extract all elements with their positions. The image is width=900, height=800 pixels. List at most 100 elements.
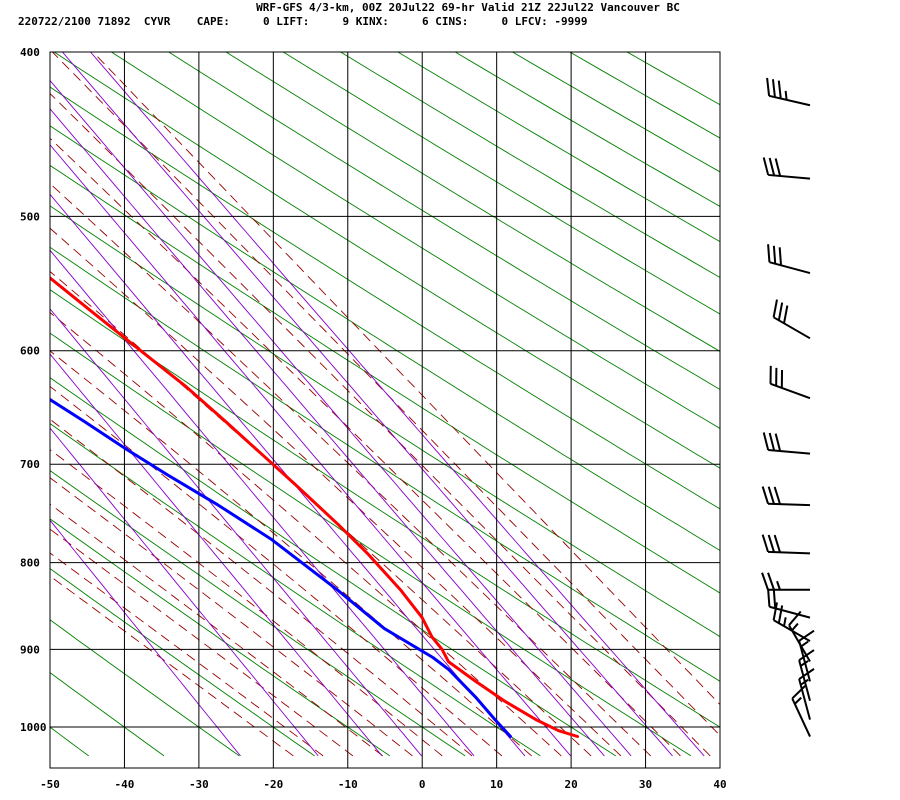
mixing-ratio-line (50, 308, 423, 757)
chart-title: WRF-GFS 4/3-km, 00Z 20Jul22 69-hr Valid … (256, 1, 680, 14)
dry-adiabat (50, 289, 720, 728)
x-tick-label: 10 (490, 778, 503, 791)
moist-adiabat (50, 227, 622, 757)
wind-barb-feather (771, 79, 776, 98)
wind-barb-feather (767, 534, 775, 553)
dry-adiabat (50, 469, 466, 757)
dry-adiabat (0, 52, 14, 756)
wind-barb-feather (761, 572, 769, 591)
wind-barb-half-feather (784, 90, 788, 100)
wind-barb-shaft (773, 316, 811, 340)
wind-barb-half-feather (800, 640, 809, 648)
dry-adiabat (50, 125, 720, 552)
wind-barb (762, 157, 811, 180)
wind-barb (761, 486, 811, 507)
dry-adiabat (50, 423, 541, 757)
mixing-ratio-line (62, 52, 673, 757)
dry-adiabat (168, 52, 720, 391)
grid-lines (50, 52, 720, 768)
moist-adiabat (50, 92, 711, 757)
y-tick-label: 400 (20, 46, 40, 59)
x-tick-label: 0 (419, 778, 426, 791)
wind-barb-feather (773, 534, 781, 553)
mixing-ratio-line (50, 79, 632, 757)
wind-barb-shaft (767, 502, 811, 507)
wind-barb (798, 668, 815, 720)
moist-adiabat (50, 270, 592, 757)
x-tick-label: -40 (115, 778, 135, 791)
wind-barb-feather (788, 610, 802, 626)
mixing-ratio-line (50, 353, 383, 757)
wind-barb-shaft (770, 382, 811, 400)
dry-adiabat (340, 52, 720, 279)
wind-barb (769, 365, 811, 400)
dry-adiabat (50, 205, 720, 638)
wind-barb (798, 629, 815, 682)
x-tick-label: 40 (713, 778, 726, 791)
moist-adiabat (50, 418, 473, 757)
wind-barb-shaft (768, 448, 811, 455)
dry-adiabat (454, 52, 720, 207)
wind-barb-feather (762, 157, 770, 176)
mixing-ratio-line (50, 427, 319, 757)
dry-adiabat (50, 164, 720, 594)
x-tick-label: 30 (639, 778, 652, 791)
x-tick-label: -50 (40, 778, 60, 791)
wind-barb-feather (768, 157, 776, 176)
wind-barb (772, 299, 811, 340)
wind-barb-shaft (791, 698, 811, 737)
wind-barb-feather (772, 245, 777, 264)
moist-adiabat (50, 528, 354, 757)
wind-barb-feather (777, 302, 784, 321)
dry-adiabat (50, 332, 692, 757)
mixing-ratio-line (50, 144, 572, 757)
x-tick-label: -10 (338, 778, 358, 791)
wind-barb (761, 534, 811, 555)
mixing-ratio-line (50, 519, 241, 757)
wind-barb-shaft (769, 261, 811, 275)
wind-barb-feather (767, 244, 771, 263)
y-tick-label: 1000 (20, 721, 47, 734)
mixing-ratio-line (50, 108, 605, 757)
wind-barb-feather (762, 432, 770, 451)
dry-adiabat (50, 246, 720, 682)
wind-barb-feather (777, 80, 782, 99)
moist-adiabat (50, 449, 443, 757)
dry-adiabat (50, 86, 720, 510)
wind-barb-feather (761, 486, 769, 505)
wind-barb (798, 649, 815, 702)
y-tick-label: 900 (20, 643, 40, 656)
dry-adiabat (50, 377, 616, 757)
dry-adiabat (283, 52, 720, 315)
wind-barb-feather (772, 299, 778, 318)
wind-barb-feather (798, 668, 815, 680)
wind-barb-feather (798, 649, 815, 662)
temperature-profile (50, 276, 579, 738)
mixing-ratio-line (50, 249, 475, 757)
wind-barb-feather (791, 685, 806, 700)
moist-adiabat (50, 350, 532, 757)
moist-adiabat (92, 52, 720, 706)
dry-adiabat (397, 52, 720, 243)
wind-barb-feather (783, 305, 789, 324)
dry-adiabat (111, 52, 720, 429)
background-lines (0, 52, 720, 757)
moist-adiabat (50, 503, 383, 757)
moist-adiabat (50, 477, 413, 757)
wind-barb-half-feather (783, 617, 787, 627)
dewpoint-profile (50, 397, 512, 738)
wind-barb-half-feather (776, 580, 781, 591)
dry-adiabat (50, 619, 240, 757)
wind-barb-shaft (768, 173, 811, 180)
station-indices-line: 220722/2100 71892 CYVR CAPE: 0 LIFT: 9 K… (18, 15, 588, 28)
wind-barb-feather (767, 588, 771, 607)
mixing-ratio-line (50, 193, 526, 757)
wind-barb-feather (767, 572, 775, 591)
wind-barb-half-feather (794, 696, 802, 705)
moist-adiabat (50, 311, 562, 757)
dry-adiabat (50, 672, 165, 757)
wind-barb-shaft (798, 678, 811, 720)
y-tick-label: 500 (20, 210, 40, 223)
wind-barb-feather (768, 432, 776, 451)
